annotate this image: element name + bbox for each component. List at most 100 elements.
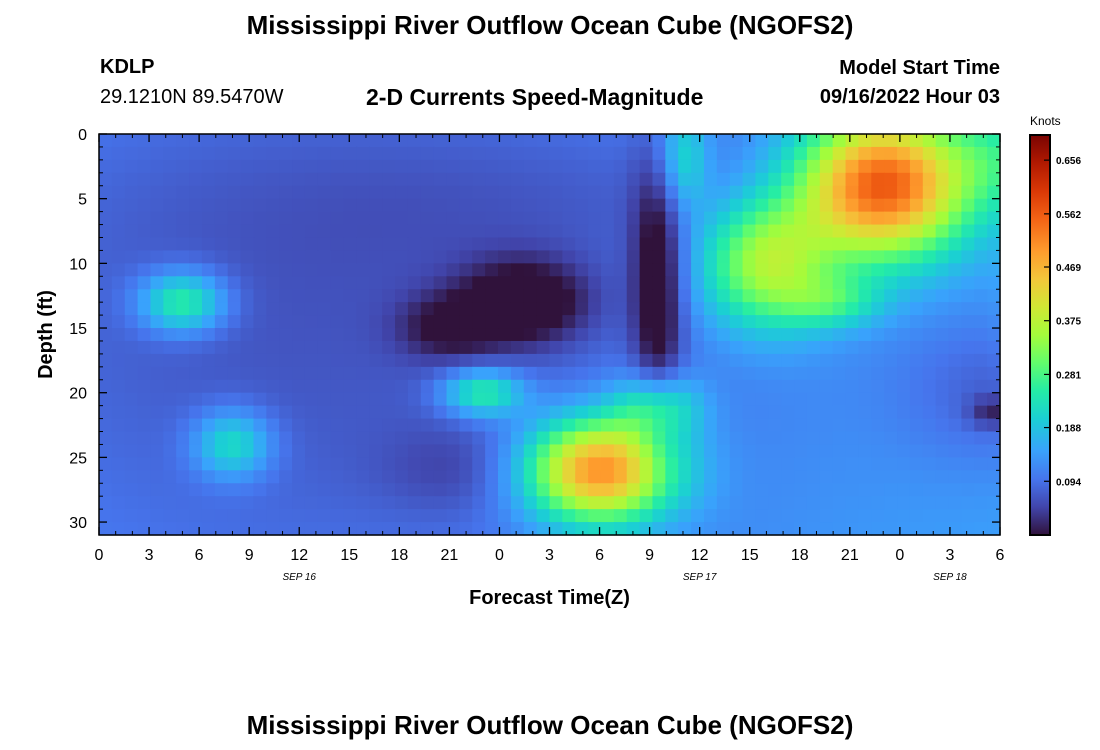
heatmap-cell [343, 379, 358, 394]
heatmap-cell [575, 470, 589, 484]
heatmap-cell [794, 328, 808, 342]
heatmap-cell [150, 211, 164, 226]
heatmap-cell [922, 250, 937, 264]
heatmap-cell [446, 276, 460, 290]
heatmap-cell [459, 379, 473, 394]
heatmap-cell [845, 263, 860, 277]
heatmap-cell [189, 328, 203, 342]
heatmap-cell [279, 328, 293, 342]
y-tick-label: 15 [69, 321, 87, 338]
heatmap-cell [433, 418, 448, 433]
heatmap-cell [240, 353, 255, 368]
heatmap-cell [137, 457, 152, 471]
heatmap-cell [871, 470, 885, 484]
heatmap-cell [433, 211, 448, 226]
heatmap-cell [240, 263, 255, 277]
heatmap-cell [691, 134, 705, 148]
heatmap-cell [124, 159, 139, 174]
heatmap-cell [974, 522, 988, 536]
heatmap-cell [343, 146, 358, 161]
heatmap-cell [459, 340, 473, 355]
heatmap-cell [806, 276, 821, 290]
heatmap-cell [485, 185, 499, 200]
heatmap-cell [446, 392, 460, 407]
heatmap-cell [742, 444, 757, 458]
heatmap-cell [227, 392, 242, 407]
heatmap-cell [369, 302, 383, 316]
y-axis-title: Depth (ft) [35, 290, 57, 379]
heatmap-cell [562, 509, 576, 523]
heatmap-cell [292, 211, 306, 226]
heatmap-cell [382, 134, 396, 148]
heatmap-cell [240, 172, 255, 187]
heatmap-cell [909, 224, 924, 239]
heatmap-cell [485, 172, 499, 187]
heatmap-cell [137, 392, 152, 407]
heatmap-cell [549, 353, 563, 368]
heatmap-cell [137, 211, 152, 226]
heatmap-cell [948, 172, 962, 187]
heatmap-cell [600, 159, 615, 174]
heatmap-cell [124, 172, 139, 187]
heatmap-cell [472, 470, 486, 484]
heatmap-cell [292, 289, 306, 303]
heatmap-cell [562, 159, 576, 174]
heatmap-cell [691, 198, 705, 213]
heatmap-cell [639, 289, 654, 303]
heatmap-cell [781, 522, 795, 536]
heatmap-cell [510, 146, 525, 161]
heatmap-cell [755, 340, 769, 355]
y-tick-label: 25 [69, 450, 87, 467]
colorbar-tick-label: 0.281 [1056, 370, 1081, 381]
heatmap-cell [382, 146, 396, 161]
heatmap-cell [472, 146, 486, 161]
heatmap-cell [369, 379, 383, 394]
heatmap-cell [163, 250, 177, 264]
heatmap-cell [240, 340, 255, 355]
heatmap-cell [150, 159, 164, 174]
heatmap-cell [729, 237, 744, 252]
heatmap-cell [498, 172, 512, 187]
heatmap-cell [201, 470, 216, 484]
heatmap-cell [935, 237, 950, 252]
heatmap-cell [781, 315, 795, 329]
heatmap-cell [768, 457, 782, 471]
heatmap-cell [176, 250, 190, 264]
heatmap-cell [227, 211, 242, 226]
heatmap-cell [768, 315, 782, 329]
heatmap-cell [819, 340, 834, 355]
heatmap-cell [819, 237, 834, 252]
heatmap-cell [678, 211, 692, 226]
heatmap-cell [626, 224, 641, 239]
heatmap-cell [459, 392, 473, 407]
heatmap-cell [459, 431, 473, 446]
heatmap-cell [806, 418, 821, 433]
heatmap-cell [176, 496, 190, 510]
heatmap-cell [240, 496, 255, 510]
heatmap-cell [99, 134, 113, 148]
heatmap-cell [137, 302, 152, 316]
heatmap-cell [420, 405, 435, 420]
heatmap-cell [781, 211, 795, 226]
heatmap-cell [549, 379, 563, 394]
heatmap-cell [832, 185, 847, 200]
heatmap-cell [317, 185, 332, 200]
heatmap-cell [279, 509, 293, 523]
heatmap-cell [678, 522, 692, 536]
heatmap-cell [549, 392, 563, 407]
heatmap-cell [304, 496, 319, 510]
heatmap-cell [742, 379, 757, 394]
heatmap-cell [536, 263, 551, 277]
heatmap-cell [974, 224, 988, 239]
heatmap-cell [407, 328, 422, 342]
heatmap-cell [523, 276, 538, 290]
heatmap-cell [472, 340, 486, 355]
heatmap-cell [163, 263, 177, 277]
heatmap-cell [794, 315, 808, 329]
heatmap-cell [317, 224, 332, 239]
heatmap-cell [356, 522, 370, 536]
heatmap-cell [510, 289, 525, 303]
heatmap-cell [562, 405, 576, 420]
heatmap-cell [884, 431, 898, 446]
heatmap-cell [240, 457, 255, 471]
